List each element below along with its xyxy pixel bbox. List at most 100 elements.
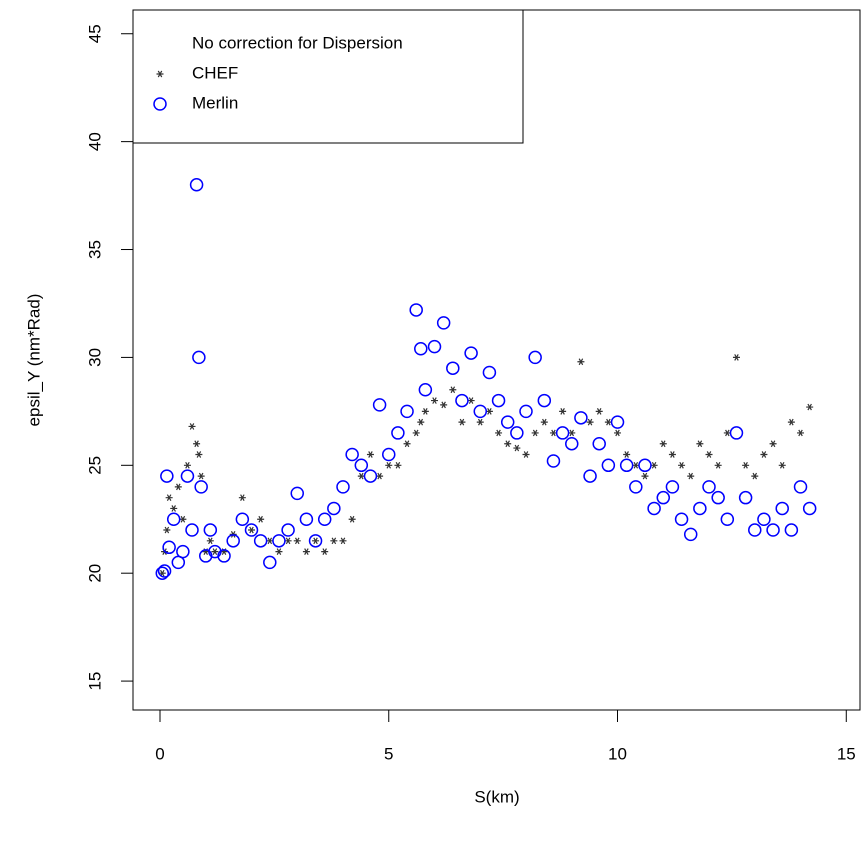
chef-point <box>604 418 612 426</box>
merlin-point <box>757 512 771 526</box>
x-tick-label: 10 <box>608 744 627 763</box>
merlin-point <box>263 555 277 570</box>
merlin-point <box>802 501 817 516</box>
chef-point <box>778 461 786 469</box>
chef-point <box>348 515 356 523</box>
merlin-point <box>194 480 208 494</box>
merlin-point <box>738 490 753 505</box>
merlin-point <box>427 339 442 354</box>
merlin-point <box>555 426 570 440</box>
merlin-point <box>391 426 405 440</box>
chef-point <box>623 451 631 458</box>
merlin-point <box>160 469 174 483</box>
chef-point <box>179 515 187 523</box>
merlin-point <box>162 540 176 555</box>
merlin-point <box>629 480 643 494</box>
merlin-point <box>775 501 789 516</box>
chef-point <box>595 408 603 415</box>
merlin-point <box>290 486 304 501</box>
y-axis-label: epsil_Y (nm*Rad) <box>24 294 43 427</box>
merlin-point <box>601 458 616 473</box>
merlin-point <box>436 316 451 330</box>
merlin-point <box>155 566 170 580</box>
chef-point <box>614 429 622 437</box>
merlin-point <box>166 512 181 526</box>
chef-point <box>366 451 374 458</box>
merlin-point <box>784 523 799 537</box>
chef-point <box>421 408 429 415</box>
chef-point <box>247 526 255 534</box>
merlin-point <box>400 404 414 419</box>
merlin-point <box>253 534 268 548</box>
chef-point <box>417 418 425 426</box>
y-tick-label: 40 <box>85 132 104 151</box>
chef-point <box>668 451 676 458</box>
merlin-point <box>619 458 634 473</box>
merlin-point <box>372 398 387 412</box>
merlin-point <box>665 480 680 494</box>
merlin-point <box>176 544 190 559</box>
y-tick-label: 15 <box>85 672 104 691</box>
chef-point <box>467 397 475 404</box>
chef-point <box>284 537 292 545</box>
merlin-point <box>235 512 250 526</box>
merlin-point <box>327 501 341 516</box>
merlin-point <box>455 393 469 408</box>
merlin-point <box>565 436 579 451</box>
chef-point <box>485 408 493 415</box>
merlin-point <box>674 512 689 526</box>
chef-point <box>170 505 178 512</box>
chef-point <box>376 472 384 480</box>
chef-point <box>330 537 338 545</box>
merlin-point <box>766 523 780 537</box>
chef-point <box>769 440 777 448</box>
chef-point <box>431 397 439 404</box>
chef-point <box>183 461 191 469</box>
chef-point <box>641 472 649 480</box>
y-tick-label: 35 <box>85 240 104 259</box>
chef-point <box>751 472 759 480</box>
chef-point <box>586 418 594 426</box>
chef-point <box>495 429 503 437</box>
chef-point <box>257 515 265 523</box>
chef-point <box>723 429 731 437</box>
merlin-point <box>363 469 378 483</box>
chef-point <box>385 461 393 469</box>
chef-point <box>678 461 686 469</box>
merlin-point <box>702 480 716 494</box>
x-tick-label: 15 <box>837 744 856 763</box>
merlin-point <box>693 501 707 516</box>
chef-point <box>165 494 173 502</box>
chef-point <box>302 548 310 555</box>
chef-point <box>549 429 557 437</box>
merlin-point <box>409 303 423 317</box>
merlin-point <box>729 426 744 440</box>
chef-point <box>412 429 420 437</box>
chef-point <box>449 386 457 394</box>
legend-label: Merlin <box>192 93 238 112</box>
chef-point <box>522 451 530 458</box>
chef-point <box>195 451 203 458</box>
merlin-point <box>793 480 808 494</box>
merlin-point <box>192 350 206 365</box>
merlin-point <box>226 534 240 548</box>
chef-point <box>632 461 640 469</box>
legend-box <box>132 9 524 144</box>
merlin-point <box>217 549 231 563</box>
chef-point <box>513 444 521 452</box>
merlin-point <box>272 534 286 548</box>
merlin-point <box>473 404 488 419</box>
chef-point <box>714 461 722 469</box>
chef-point <box>312 537 320 545</box>
merlin-point <box>519 404 533 419</box>
legend-symbol <box>153 97 167 111</box>
chef-point <box>197 472 205 480</box>
chef-point <box>174 483 182 491</box>
merlin-point <box>647 501 661 516</box>
merlin-point <box>720 512 735 526</box>
merlin-point <box>711 490 725 505</box>
x-axis-label: S(km) <box>474 787 519 806</box>
chef-point <box>732 354 740 361</box>
merlin-point <box>414 342 428 356</box>
merlin-point <box>354 458 369 473</box>
